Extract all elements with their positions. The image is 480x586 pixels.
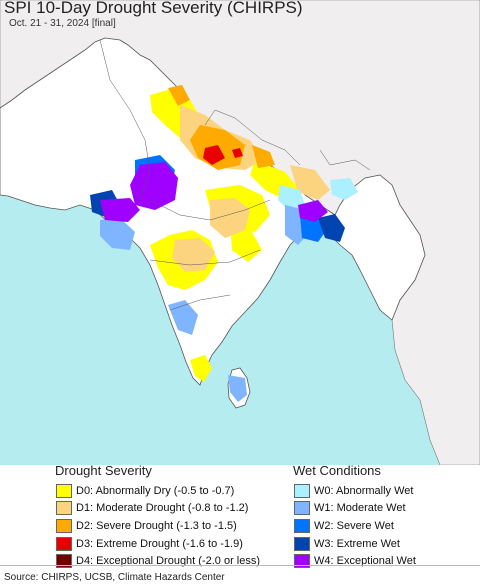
wet-legend-item: W0: Abnormally Wet xyxy=(294,482,416,500)
w4-areas xyxy=(100,162,328,222)
drought-legend-item: D4: Exceptional Drought (-2.0 or less) xyxy=(56,552,260,570)
drought-swatch xyxy=(56,536,72,551)
wet-label: W1: Moderate Wet xyxy=(314,502,406,515)
divider xyxy=(0,565,480,566)
drought-legend-item: D3: Extreme Drought (-1.6 to -1.9) xyxy=(56,535,260,553)
drought-label: D0: Abnormally Dry (-0.5 to -0.7) xyxy=(76,484,235,497)
drought-swatch xyxy=(56,518,72,533)
wet-legend-item: W4: Exceptional Wet xyxy=(294,552,416,570)
wet-legend-item: W3: Extreme Wet xyxy=(294,535,416,553)
wet-label: W3: Extreme Wet xyxy=(314,537,400,550)
wet-swatch xyxy=(294,483,310,498)
wet-label: W2: Severe Wet xyxy=(314,519,394,532)
wet-swatch xyxy=(294,518,310,533)
drought-swatch xyxy=(56,483,72,498)
wet-swatch xyxy=(294,554,310,569)
wet-legend-heading: Wet Conditions xyxy=(293,463,381,478)
admin-boundaries xyxy=(99,39,371,311)
wet-swatch xyxy=(294,536,310,551)
drought-legend: D0: Abnormally Dry (-0.5 to -0.7) D1: Mod… xyxy=(56,482,260,570)
drought-legend-heading: Drought Severity xyxy=(55,463,152,478)
drought-label: D1: Moderate Drought (-0.8 to -1.2) xyxy=(76,502,249,515)
map-subtitle: Oct. 21 - 31, 2024 [final] xyxy=(9,18,116,29)
wet-label: W0: Abnormally Wet xyxy=(314,484,414,497)
wet-swatch xyxy=(294,501,310,516)
drought-legend-item: D0: Abnormally Dry (-0.5 to -0.7) xyxy=(56,482,260,500)
drought-legend-item: D1: Moderate Drought (-0.8 to -1.2) xyxy=(56,500,260,518)
drought-label: D3: Extreme Drought (-1.6 to -1.9) xyxy=(76,537,243,550)
drought-label: D2: Severe Drought (-1.3 to -1.5) xyxy=(76,519,237,532)
d3-areas xyxy=(203,145,243,165)
map-title: SPI 10-Day Drought Severity (CHIRPS) xyxy=(4,0,303,17)
drought-map xyxy=(0,0,480,465)
wet-legend-item: W2: Severe Wet xyxy=(294,517,416,535)
source-note: Source: CHIRPS, UCSB, Climate Hazards Ce… xyxy=(4,572,225,583)
drought-swatch xyxy=(56,554,72,569)
wet-legend: W0: Abnormally Wet W1: Moderate Wet W2: Se… xyxy=(294,482,416,570)
wet-legend-item: W1: Moderate Wet xyxy=(294,500,416,518)
drought-legend-item: D2: Severe Drought (-1.3 to -1.5) xyxy=(56,517,260,535)
wet-label: W4: Exceptional Wet xyxy=(314,555,416,568)
drought-label: D4: Exceptional Drought (-2.0 or less) xyxy=(76,555,261,568)
drought-swatch xyxy=(56,501,72,516)
